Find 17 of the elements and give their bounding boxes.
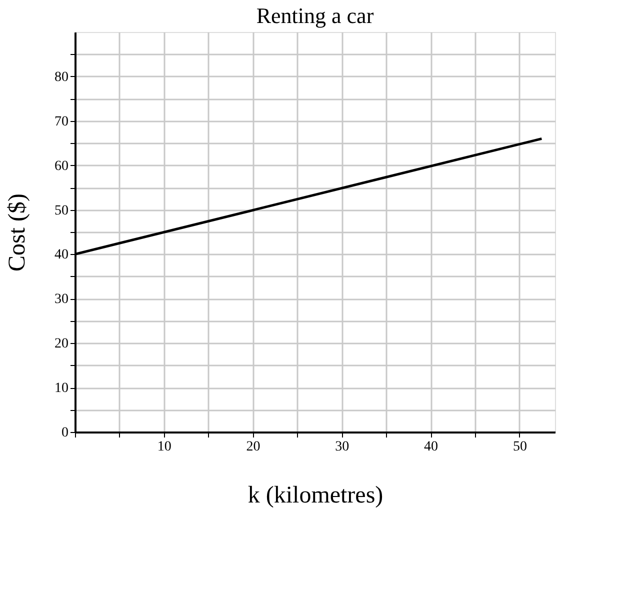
x-tick-label: 10: [157, 440, 172, 454]
y-tick-label: 10: [54, 381, 68, 396]
y-tick-label: 20: [54, 336, 68, 352]
x-axis-title: k (kilometres): [248, 482, 384, 508]
x-tick-label: 30: [335, 440, 350, 454]
x-tick-label: 40: [424, 440, 438, 454]
y-axis-title: Cost ($): [4, 194, 30, 272]
y-tick-label: 50: [54, 203, 68, 218]
x-tick-label: 20: [246, 440, 260, 454]
y-tick-label: 80: [54, 70, 68, 85]
chart-title: Renting a car: [256, 3, 374, 28]
y-tick-label: 70: [54, 114, 68, 130]
y-tick-label: 0: [62, 426, 68, 440]
x-tick-label: 50: [512, 440, 527, 454]
y-tick-label: 40: [54, 248, 68, 263]
y-tick-label: 60: [54, 158, 68, 174]
y-tick-label: 30: [54, 292, 68, 308]
